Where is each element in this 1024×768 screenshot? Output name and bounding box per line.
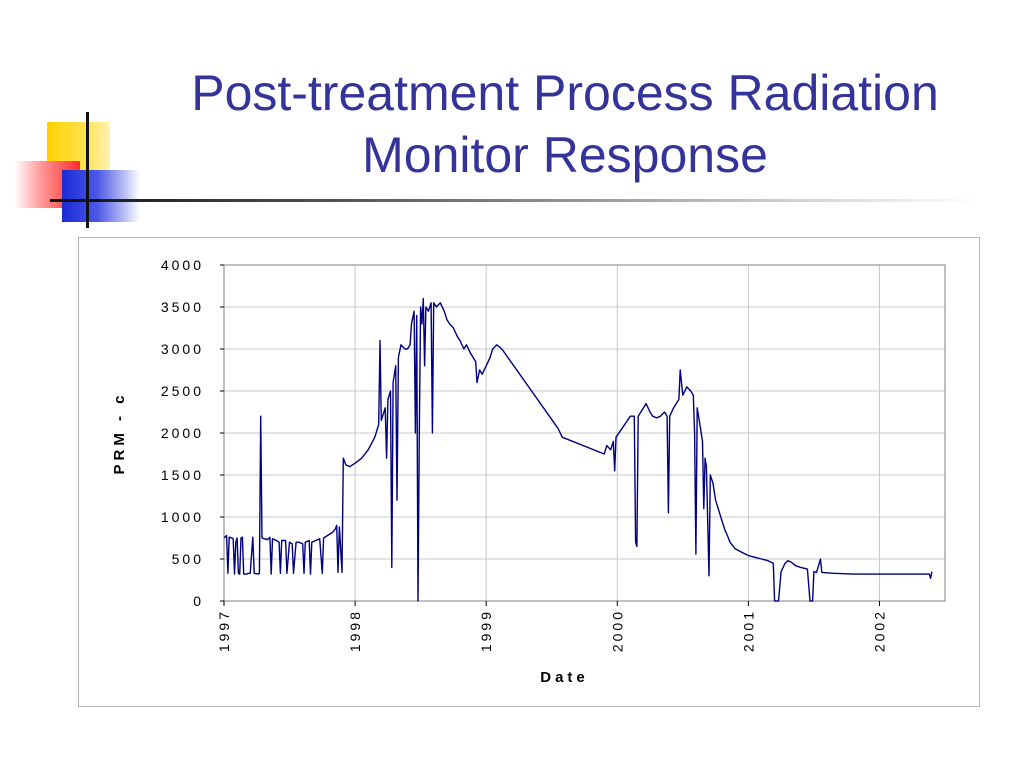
y-tick-label: 3500: [161, 299, 204, 315]
x-tick-label: 2001: [740, 609, 756, 652]
y-axis-title: PRM - c: [111, 391, 128, 474]
vertical-line-decoration: [86, 112, 89, 228]
y-tick-label: 1000: [161, 509, 204, 525]
x-tick-label: 1998: [347, 609, 363, 652]
x-tick-label: 1999: [478, 609, 494, 652]
x-tick-label: 2002: [871, 609, 887, 652]
prm-series-line: [223, 297, 933, 602]
x-tick-label: 2000: [609, 609, 625, 652]
y-tick-label: 4000: [161, 257, 204, 273]
corner-decoration: [0, 0, 150, 240]
radiation-line-chart: 0 500 1000 1500 2000 2500 3000 3500 4000 1997 1998…: [111, 257, 946, 686]
y-tick-label: 3000: [161, 341, 204, 357]
chart-frame: 0 500 1000 1500 2000 2500 3000 3500 4000 1997 1998…: [78, 237, 980, 707]
title-underline: [100, 199, 980, 202]
slide-title-line-2: Monitor Response: [362, 127, 768, 183]
y-tick-label: 0: [193, 593, 204, 609]
y-tick-label: 500: [172, 551, 204, 567]
slide-title: Post-treatment Process Radiation Monitor…: [140, 62, 990, 186]
y-tick-label: 2500: [161, 383, 204, 399]
cross-line-decoration: [50, 199, 110, 202]
x-axis-title: Date: [540, 669, 589, 686]
blue-square-decoration: [62, 170, 140, 222]
y-tick-label: 2000: [161, 425, 204, 441]
x-tick-label: 1997: [216, 609, 232, 652]
y-tick-label: 1500: [161, 467, 204, 483]
slide-title-line-1: Post-treatment Process Radiation: [191, 65, 939, 121]
